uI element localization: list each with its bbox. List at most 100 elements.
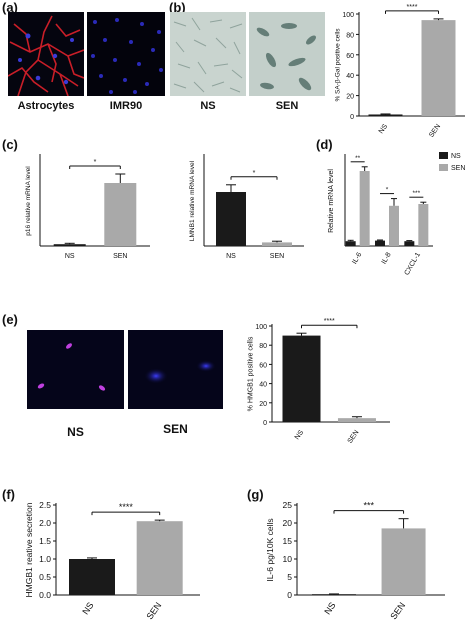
significance-stars: *	[253, 170, 256, 177]
y-tick-label: 5	[287, 572, 292, 582]
bar-sen	[381, 528, 426, 595]
y-tick-label: 0	[287, 590, 292, 600]
y-axis-label: LMNB1 relative mRNA level	[189, 160, 196, 241]
y-tick-label: 0	[350, 114, 354, 121]
y-tick-label: 1.0	[39, 554, 51, 564]
significance-stars: *	[386, 187, 389, 194]
chart-d: Relative mRNA level ** IL-6 * IL-8 *** CXCL-1 N…	[328, 152, 465, 277]
bar-ns	[216, 192, 246, 246]
y-tick-label: 2.0	[39, 518, 51, 528]
x-tick-label: NS	[65, 253, 75, 260]
bar-ns	[368, 114, 403, 116]
ns-brightfield-image	[173, 17, 243, 93]
legend-swatch-ns	[439, 152, 448, 159]
y-axis-label: p16 relative mRNA level	[25, 166, 32, 236]
legend-label: SEN	[451, 165, 465, 172]
chart-b: 0 20 40 60 80 100 % SA-β-Gal positive cells NS S…	[334, 4, 465, 139]
ns-hmgb1-micrograph	[27, 330, 124, 409]
bar-sen-il-6	[359, 171, 370, 246]
x-tick-label: NS	[294, 429, 306, 441]
y-tick-label: 40	[259, 382, 267, 389]
x-tick-label: IL-6	[351, 251, 363, 265]
y-axis-label: % SA-β-Gal positive cells	[334, 28, 341, 102]
panel-label-c: (c)	[2, 137, 18, 152]
ns-caption-b: NS	[200, 100, 216, 112]
x-tick-label: SEN	[428, 123, 442, 139]
y-tick-label: 1.5	[39, 536, 51, 546]
sen-caption-e: SEN	[163, 422, 188, 436]
panel-label-f: (f)	[2, 487, 15, 502]
bar-ns	[53, 244, 86, 246]
panel-label-a: (a)	[2, 0, 18, 15]
y-axis-label: IL-6 pg/10K cells	[265, 518, 275, 581]
y-tick-label: 80	[259, 343, 267, 350]
chart-f: 0.0 0.5 1.0 1.5 2.0 2.5 HMGB1 reative secretio…	[24, 500, 200, 621]
y-tick-label: 60	[259, 362, 267, 369]
y-axis-label: Relative mRNA level	[328, 169, 335, 233]
bar-ns-il-8	[375, 240, 385, 246]
astrocytes-micrograph	[8, 12, 84, 96]
bar-ns	[282, 335, 321, 422]
significance-stars: ****	[407, 4, 418, 11]
imr90-micrograph	[87, 12, 165, 96]
y-tick-label: 40	[346, 73, 354, 80]
imr90-caption: IMR90	[109, 100, 143, 112]
significance-stars: ****	[324, 318, 335, 325]
bar-ns	[69, 559, 115, 595]
chart-c2: LMNB1 relative mRNA level NS SEN *	[189, 154, 304, 260]
legend-label: NS	[451, 153, 461, 160]
ns-hmgb1-image	[37, 343, 106, 391]
bar-sen-il-8	[389, 205, 399, 246]
significance-stars: *	[94, 159, 97, 166]
bar-sen	[421, 20, 456, 116]
y-tick-label: 0	[263, 420, 267, 427]
bar-sen	[337, 418, 376, 422]
x-tick-label: CXCL-1	[404, 251, 423, 276]
y-tick-label: 0.5	[39, 572, 51, 582]
bar-sen	[262, 242, 292, 246]
x-tick-label: NS	[322, 600, 337, 616]
y-tick-label: 25	[283, 500, 293, 510]
bar-ns-cxcl-1	[404, 241, 415, 246]
x-tick-label: IL-8	[381, 251, 393, 265]
legend-swatch-sen	[439, 164, 448, 171]
y-tick-label: 20	[346, 94, 354, 101]
x-tick-label: SEN	[347, 429, 361, 445]
panel-label-e: (e)	[2, 312, 18, 327]
panel-label-d: (d)	[316, 137, 333, 152]
sen-hmgb1-micrograph	[128, 330, 223, 409]
y-tick-label: 100	[255, 324, 267, 331]
y-axis-label: % HMGB1 positive cells	[247, 336, 254, 411]
ns-brightfield-micrograph	[170, 12, 246, 96]
ns-caption-e: NS	[67, 425, 84, 439]
sen-hmgb1-image	[144, 360, 216, 384]
chart-g: 0 5 10 15 20 25 IL-6 pg/10K cells NS SEN ***	[265, 500, 445, 621]
significance-stars: ****	[119, 502, 134, 512]
sen-caption-b: SEN	[275, 100, 299, 112]
significance-stars: ***	[413, 190, 421, 197]
bar-sen	[136, 521, 183, 595]
x-tick-label: NS	[378, 123, 390, 135]
y-axis-label: HMGB1 reative secretion	[24, 502, 34, 597]
imr90-fluorescence-image	[91, 18, 163, 94]
x-tick-label: NS	[80, 600, 95, 616]
bar-sen-cxcl-1	[418, 204, 429, 246]
y-tick-label: 10	[283, 554, 293, 564]
y-tick-label: 15	[283, 536, 293, 546]
x-tick-label: SEN	[113, 253, 127, 260]
y-tick-label: 0.0	[39, 590, 51, 600]
y-tick-label: 80	[346, 32, 354, 39]
bar-ns-il-6	[345, 241, 356, 246]
bar-ns	[312, 594, 356, 595]
chart-e: 0 20 40 60 80 100% HMGB1 positive cells NS SEN *…	[247, 318, 390, 445]
chart-c1: p16 relative mRNA level NS SEN *	[25, 154, 150, 260]
panel-label-b: (b)	[169, 0, 186, 15]
significance-stars: ***	[364, 501, 375, 511]
x-tick-label: SEN	[388, 600, 407, 621]
significance-stars: **	[355, 155, 361, 162]
x-tick-label: NS	[226, 253, 236, 260]
y-tick-label: 20	[283, 518, 293, 528]
bar-sen	[104, 183, 137, 246]
y-tick-label: 20	[259, 401, 267, 408]
astrocytes-caption: Astrocytes	[17, 100, 75, 112]
